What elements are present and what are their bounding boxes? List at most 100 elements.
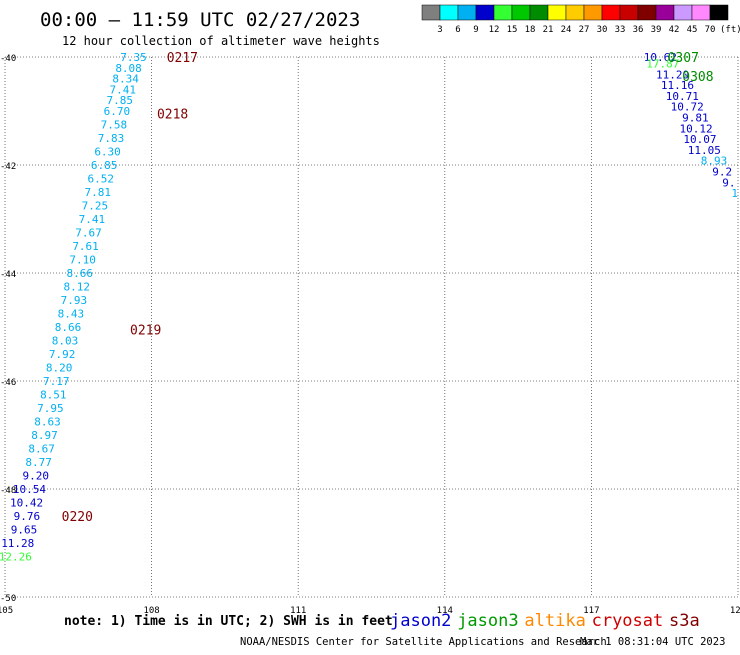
y-tick-label: -42	[0, 162, 16, 172]
wave-height-label: 9.	[722, 176, 735, 189]
wave-height-label: 7.41	[79, 213, 106, 226]
wave-height-label: 8.63	[34, 416, 61, 429]
colorbar-tick: 6	[455, 25, 460, 35]
time-stamp-label: 0219	[130, 324, 161, 339]
colorbar-swatch	[637, 4, 657, 21]
colorbar-swatch	[583, 4, 603, 21]
wave-height-label: 7.61	[72, 240, 99, 253]
wave-height-label: 12.26	[0, 551, 32, 564]
colorbar-swatch	[673, 4, 693, 21]
wave-height-label: 10.72	[671, 101, 704, 114]
colorbar-tick: 36	[633, 25, 644, 35]
wave-height-label: 9.20	[22, 470, 49, 483]
wave-height-label: 8.67	[28, 443, 55, 456]
colorbar-tick: 9	[473, 25, 478, 35]
colorbar-swatch	[493, 4, 513, 21]
y-tick-label: -48	[0, 486, 16, 496]
wave-height-label: 7.93	[61, 294, 88, 307]
wave-height-label: 10.12	[679, 122, 712, 135]
colorbar-tick: 15	[507, 25, 518, 35]
x-tick-label: 114	[437, 606, 453, 616]
wave-height-label: 6.85	[91, 159, 118, 172]
x-tick-label: 105	[0, 606, 13, 616]
wave-height-label: 8.66	[55, 321, 82, 334]
wave-height-label: 7.81	[85, 186, 112, 199]
wave-height-label: 9.65	[11, 524, 38, 537]
colorbar-tick: 39	[651, 25, 662, 35]
colorbar-tick: 18	[525, 25, 536, 35]
x-tick-label: 120	[730, 606, 740, 616]
wave-height-label: 10.71	[666, 90, 699, 103]
colorbar-swatch	[511, 4, 531, 21]
wave-height-label: 8.43	[58, 308, 85, 321]
colorbar-swatch	[709, 4, 729, 21]
colorbar-swatch	[421, 4, 441, 21]
colorbar-swatch	[565, 4, 585, 21]
wave-height-label: 9.81	[682, 111, 709, 124]
wave-height-label: 10.07	[683, 133, 716, 146]
time-stamp-label: 0220	[62, 510, 93, 525]
x-tick-label: 111	[290, 606, 306, 616]
wave-height-label: 11.20	[656, 68, 689, 81]
wave-height-label: 8.12	[64, 281, 91, 294]
chart-title: 00:00 — 11:59 UTC 02/27/2023	[40, 9, 360, 31]
wave-height-label: 10.42	[10, 497, 43, 510]
wave-height-label: 11.05	[688, 144, 721, 157]
satellite-legend-item: s3a	[669, 611, 700, 631]
colorbar-tick: 24	[561, 25, 572, 35]
wave-height-label: 7.67	[75, 227, 102, 240]
axis-ticks: 105 108 111 114 117 120 -50 -48 -46 -44 -42 -40	[0, 54, 740, 616]
x-tick-label: 108	[143, 606, 159, 616]
wave-height-label: 8.97	[31, 429, 58, 442]
satellite-legend-item: jason2	[390, 611, 451, 631]
wave-height-label: 1	[731, 187, 738, 200]
colorbar-tick: 27	[579, 25, 590, 35]
y-tick-label: -40	[0, 54, 16, 64]
wave-height-label: 7.58	[101, 119, 128, 132]
wave-height-label: 7.10	[69, 254, 96, 267]
wave-height-label: 7.25	[82, 200, 109, 213]
footer-generated: Mar 1 08:31:04 UTC 2023	[580, 636, 725, 648]
colorbar-swatch	[601, 4, 621, 21]
wave-height-label: 8.03	[52, 335, 79, 348]
colorbar-swatch	[691, 4, 711, 21]
satellite-legend-item: altika	[524, 611, 585, 631]
wave-height-label: 6.52	[87, 173, 114, 186]
footer-credit: NOAA/NESDIS Center for Satellite Applica…	[240, 636, 607, 648]
x-tick-label: 117	[583, 606, 599, 616]
colorbar-tick: 45	[687, 25, 698, 35]
colorbar-swatch	[619, 4, 639, 21]
colorbar-swatch	[475, 4, 495, 21]
colorbar-swatch	[547, 4, 567, 21]
map-grid	[4, 56, 739, 598]
time-stamp-label: 0307	[668, 51, 699, 66]
y-tick-label: -46	[0, 378, 16, 388]
wave-height-label: 7.92	[49, 348, 76, 361]
wave-height-label: 10.62	[644, 51, 677, 64]
colorbar-tick: 33	[615, 25, 626, 35]
footer-note: note: 1) Time is in UTC; 2) SWH is in fe…	[64, 614, 393, 629]
time-stamp-label: 0218	[157, 108, 188, 123]
colorbar-tick: 12	[489, 25, 500, 35]
chart-subtitle: 12 hour collection of altimeter wave hei…	[62, 34, 380, 48]
wave-height-marks: 7.358.088.347.417.856.707.587.836.306.85…	[0, 51, 738, 564]
wave-height-label: 7.83	[98, 132, 125, 145]
colorbar-tick: 70	[705, 25, 716, 35]
satellite-legend-item: jason3	[457, 611, 518, 631]
wave-height-label: 6.70	[104, 105, 131, 118]
wave-height-label: 7.85	[107, 94, 134, 107]
wave-height-label: 11.16	[661, 79, 694, 92]
time-stamp-label: 0308	[682, 70, 713, 85]
wave-height-label: 17.87	[646, 57, 679, 70]
satellite-legend-item: cryosat	[592, 611, 664, 631]
wave-height-label: 8.66	[66, 267, 93, 280]
wave-height-label: 8.51	[40, 389, 67, 402]
wave-height-label: 11.28	[1, 537, 34, 550]
colorbar-tick: 30	[597, 25, 608, 35]
colorbar-swatch	[457, 4, 477, 21]
y-tick-label: -44	[0, 270, 16, 280]
colorbar-tick: 42	[669, 25, 680, 35]
wave-height-label: 7.95	[37, 402, 64, 415]
wave-height-label: 8.77	[25, 456, 52, 469]
